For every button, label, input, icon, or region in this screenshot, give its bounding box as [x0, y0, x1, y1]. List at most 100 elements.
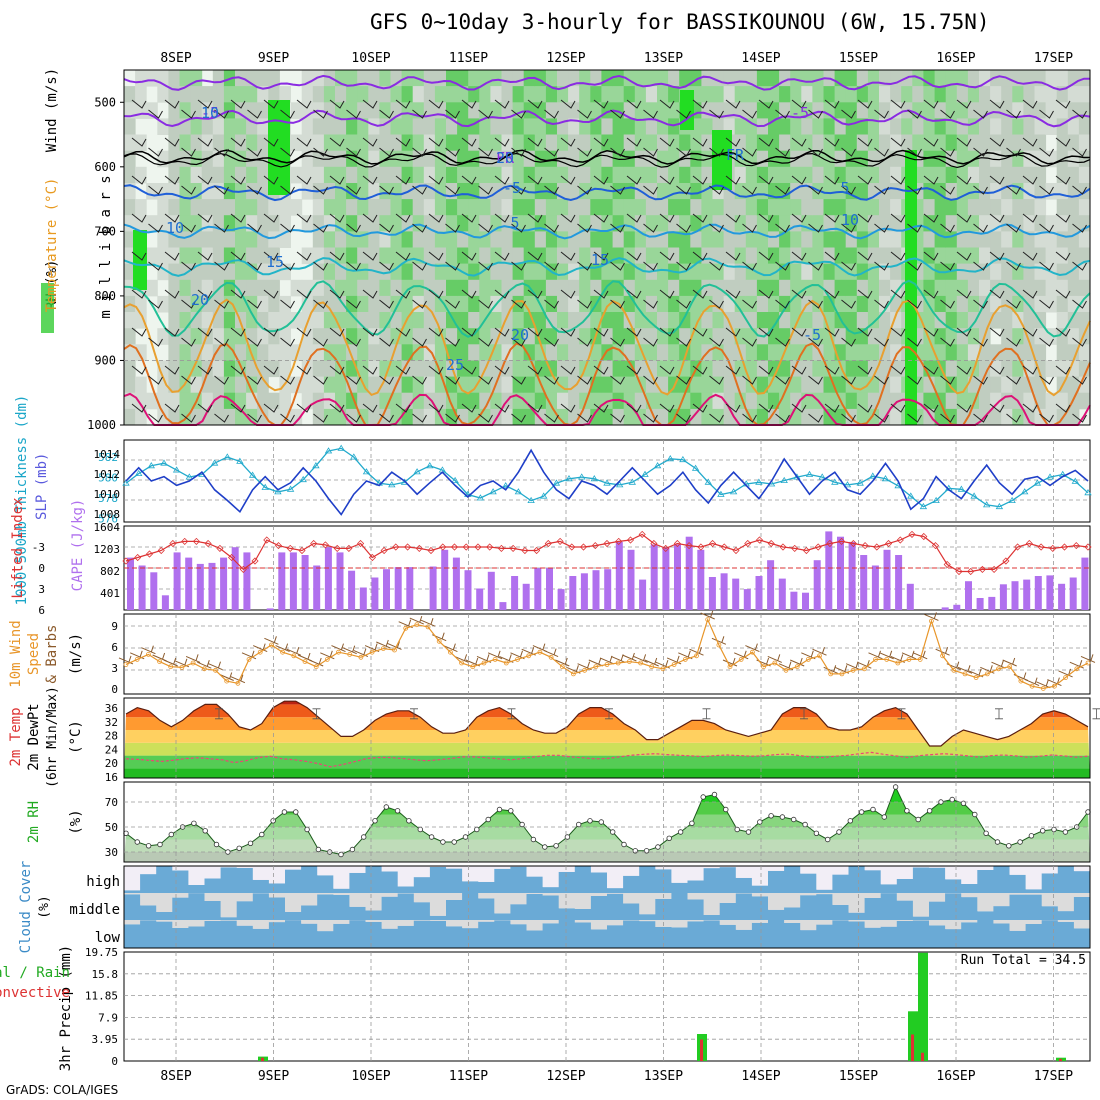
wind-barb: [247, 413, 262, 423]
precip-convective-bar: [921, 1052, 924, 1061]
wind-barb: [907, 337, 922, 347]
temp-range-whisker: [702, 708, 711, 720]
rh-cell: [212, 199, 225, 216]
rh-point: [338, 851, 344, 858]
wind-speed-point: [1007, 664, 1013, 670]
cloud-fill: [639, 866, 656, 893]
cloud-gap: [494, 866, 511, 869]
wind-barb: [478, 413, 493, 423]
thickness-point: [1071, 477, 1080, 484]
rh-cell: [368, 86, 380, 103]
wind-barb: [148, 109, 163, 119]
cloud-gap: [912, 920, 930, 921]
rh-cell: [979, 150, 991, 168]
rh-cell: [912, 183, 924, 200]
rh-cell: [579, 199, 591, 216]
rh-cell: [312, 247, 325, 265]
rh-cell: [801, 392, 813, 410]
thickness-point: [223, 453, 232, 460]
cloud-fill: [397, 893, 415, 920]
wind-barb: [857, 403, 873, 413]
rh-cell: [790, 166, 802, 184]
wind-barb: [890, 327, 906, 337]
rh-cell: [645, 247, 658, 265]
wind-barb: [890, 213, 906, 223]
wind-barb: [709, 185, 724, 195]
rh-cell: [834, 199, 847, 216]
rh-cell: [790, 344, 802, 361]
rh-cell: [623, 150, 636, 168]
isotherm-line: [123, 152, 1091, 169]
wind-barb: [874, 109, 889, 119]
wind-barb: [280, 147, 295, 157]
cape-bar: [1069, 577, 1077, 610]
wind-barb: [659, 289, 675, 299]
rh-cell: [779, 392, 791, 410]
rh-cell: [612, 134, 625, 152]
rh-cell: [135, 215, 147, 232]
cloud-fill: [526, 930, 544, 948]
rh-cell: [379, 86, 391, 103]
rh-cell: [223, 408, 236, 426]
rh-cell: [834, 118, 847, 135]
rh-cell: [312, 328, 325, 345]
rh-cell: [124, 86, 136, 103]
cloud-gap: [397, 866, 415, 887]
wind-barb: [593, 403, 609, 413]
rh-cell: [190, 102, 203, 119]
wind-barb-10m: [991, 660, 1006, 669]
wind-barb: [230, 251, 246, 261]
rh-cell: [967, 247, 980, 265]
rh-cell: [490, 231, 502, 248]
rh-cell: [768, 312, 780, 329]
lifted-index-point: [920, 532, 928, 541]
rh-cell: [223, 231, 236, 248]
rh-cell: [923, 150, 935, 168]
rh-cell: [990, 295, 1002, 313]
wind-barb: [544, 109, 559, 119]
rh-cell: [323, 376, 336, 394]
cloud-fill: [188, 893, 205, 920]
rh-cell: [701, 231, 713, 248]
wind-barb: [659, 403, 675, 413]
rh-cell: [246, 70, 258, 87]
isotherm-label-8: FR: [726, 146, 745, 164]
wind-barb: [560, 365, 576, 375]
wind-barb: [346, 147, 361, 157]
rh-cell: [612, 360, 625, 378]
rh-cell: [124, 134, 136, 152]
wind-barb: [940, 223, 955, 233]
thickness-point: [426, 462, 434, 469]
rh-point: [530, 836, 537, 843]
rh-cell: [945, 166, 958, 184]
cloud-gap: [961, 866, 978, 884]
rh-cell: [545, 312, 558, 329]
rh-cell: [890, 392, 902, 410]
wind-barb-10m: [812, 647, 827, 656]
cloud-fill: [784, 907, 801, 920]
wind-barb: [676, 299, 691, 309]
wind-barb: [791, 327, 807, 337]
lifted-index-point: [615, 537, 623, 545]
rh-cell: [401, 102, 414, 119]
cape-bar: [615, 541, 623, 610]
rh-cell: [601, 344, 613, 361]
rh-cell: [812, 247, 824, 265]
wind-barb: [313, 109, 328, 119]
rh-cell: [923, 376, 935, 394]
rh-cell: [1045, 247, 1058, 265]
wind-barb: [610, 185, 625, 195]
wind-barb: [1055, 213, 1071, 223]
rh-cell: [768, 150, 780, 168]
wind-barb: [362, 365, 378, 375]
cloud-fill: [236, 901, 254, 920]
cloud-gap: [848, 893, 866, 913]
rh-point: [734, 826, 740, 833]
wind-barb: [313, 147, 328, 157]
precip-legend-convective: Convective: [0, 985, 70, 1001]
rh-cell: [368, 118, 380, 135]
cape-bar: [476, 588, 484, 610]
wind-barb: [775, 185, 790, 195]
rh-cell: [446, 263, 458, 281]
rh-cell: [579, 118, 591, 135]
